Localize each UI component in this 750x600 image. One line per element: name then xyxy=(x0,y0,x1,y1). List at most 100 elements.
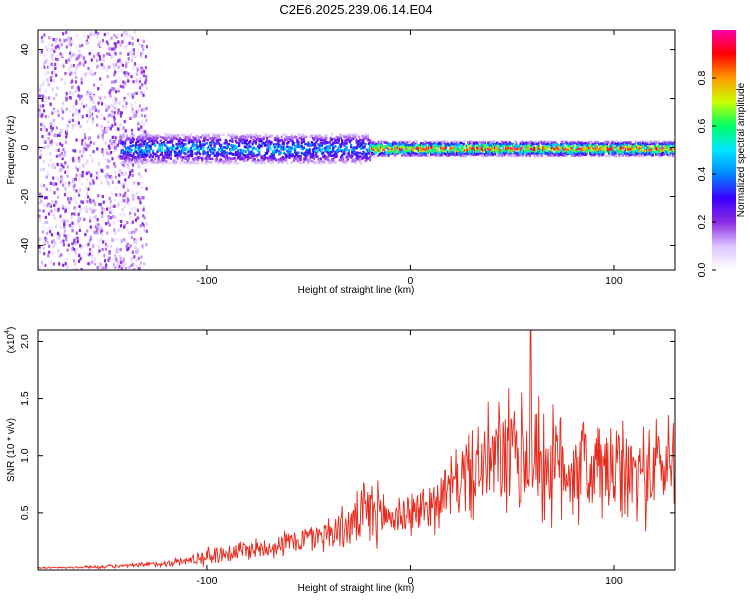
spectrogram-cell xyxy=(138,145,141,149)
spectrogram-cell xyxy=(380,145,384,149)
spectrogram-cell xyxy=(108,196,111,201)
spectrogram-cell xyxy=(117,111,120,115)
spectrogram-cell xyxy=(618,147,621,150)
spectrogram-cell xyxy=(575,142,578,146)
spectrogram-cell xyxy=(504,148,507,152)
spectrogram-cell xyxy=(590,149,593,153)
spectrogram-cell xyxy=(133,240,136,244)
spectrogram-cell xyxy=(627,146,630,150)
spectrogram-cell xyxy=(179,152,183,155)
spectrogram-cell xyxy=(49,102,52,106)
spectrogram-cell xyxy=(133,159,137,163)
spectrogram-cell xyxy=(145,154,148,158)
spectrogram-cell xyxy=(507,152,510,156)
spectrogram-cell xyxy=(614,154,618,157)
spectrogram-cell xyxy=(78,109,81,113)
spectrogram-cell xyxy=(142,160,146,164)
spectrogram-cell xyxy=(113,119,116,123)
spectrogram-cell xyxy=(107,114,110,118)
spectrogram-cell xyxy=(283,137,287,141)
spectrogram-cell xyxy=(123,96,126,101)
spectrogram-cell xyxy=(363,151,366,155)
spectrogram-cell xyxy=(128,149,131,152)
spectrogram-cell xyxy=(49,181,52,185)
spectrogram-cell xyxy=(540,141,544,145)
spectrogram-cell xyxy=(591,145,594,149)
spectrogram-cell xyxy=(604,144,607,148)
spectrogram-cell xyxy=(585,144,588,147)
spectrogram-cell xyxy=(614,149,618,153)
spectrogram-cell xyxy=(117,180,120,184)
spectrogram-cell xyxy=(47,65,51,69)
spectrogram-cell xyxy=(138,42,141,47)
spectrogram-cell xyxy=(62,148,65,152)
spectrogram-cell xyxy=(73,212,76,216)
spectrogram-cell xyxy=(38,208,41,213)
spectrogram-cell xyxy=(545,144,548,148)
spectrogram-cell xyxy=(523,151,526,154)
spectrogram-cell xyxy=(515,147,518,151)
spectrogram-cell xyxy=(619,147,622,150)
spectrogram-cell xyxy=(648,147,651,151)
spectrogram-cell xyxy=(124,31,127,36)
spectrogram-cell xyxy=(266,144,269,147)
spectrogram-cell xyxy=(182,144,185,148)
spectrogram-cell xyxy=(429,150,432,154)
spectrogram-cell xyxy=(131,132,134,136)
spectrogram-cell xyxy=(177,139,180,143)
spectrogram-cell xyxy=(333,145,336,149)
spectrogram-cell xyxy=(197,135,200,139)
spectrogram-cell xyxy=(56,109,59,113)
spectrogram-cell xyxy=(206,147,209,150)
spectrogram-cell xyxy=(59,225,62,230)
spectrogram-cell xyxy=(247,157,250,161)
spectrogram-cell xyxy=(465,146,469,150)
spectrogram-cell xyxy=(88,105,91,110)
spectrogram-cell xyxy=(496,142,499,145)
spectrogram-cell xyxy=(480,154,483,158)
spectrogram-cell xyxy=(355,139,358,142)
spectrogram-cell xyxy=(626,145,629,149)
spectrogram-cell xyxy=(242,157,245,161)
spectrogram-cell xyxy=(367,151,371,155)
spectrogram-cell xyxy=(125,61,128,65)
spectrogram-cell xyxy=(388,146,391,150)
spectrogram-cell xyxy=(85,143,88,147)
spectrogram-cell xyxy=(347,135,350,138)
spectrogram-cell xyxy=(633,150,637,154)
spectrogram-cell xyxy=(139,143,142,146)
spectrogram-cell xyxy=(130,140,133,144)
colorbar-tick-label: 0.6 xyxy=(696,119,708,134)
spectrogram-cell xyxy=(169,157,172,160)
spectrogram-cell xyxy=(97,194,100,198)
spectrogram-cell xyxy=(629,141,632,144)
spectrogram-cell xyxy=(123,37,126,41)
spectrogram-cell xyxy=(286,138,289,141)
spectrogram-cell xyxy=(378,145,381,149)
spectrogram-cell xyxy=(297,155,300,158)
spectrogram-cell xyxy=(96,115,99,119)
spectrogram-cell xyxy=(271,159,274,162)
spectrogram-cell xyxy=(290,139,293,142)
spectrogram-cell xyxy=(439,153,442,156)
spectrogram-cell xyxy=(599,142,602,146)
spectrogram-cell xyxy=(53,49,56,53)
spectrogram-cell xyxy=(266,139,269,142)
spectrogram-cell xyxy=(219,158,222,162)
spectrogram-cell xyxy=(377,154,380,157)
spectrogram-cell xyxy=(99,202,102,207)
spectrogram-cell xyxy=(79,149,82,153)
spectrogram-cell xyxy=(575,153,578,156)
spectrogram-cell xyxy=(165,144,168,148)
spectrogram-cell xyxy=(469,154,472,158)
spectrogram-cell xyxy=(352,158,355,161)
spectrogram-cell xyxy=(488,146,491,149)
spectrogram-cell xyxy=(269,156,272,159)
spectrogram-cell xyxy=(662,148,666,152)
spectrogram-cell xyxy=(126,152,129,155)
spectrogram-cell xyxy=(257,158,260,162)
spectrogram-cell xyxy=(363,156,366,160)
spectrogram-cell xyxy=(93,262,97,266)
spectrogram-cell xyxy=(216,142,219,145)
spectrogram-cell xyxy=(260,144,263,148)
